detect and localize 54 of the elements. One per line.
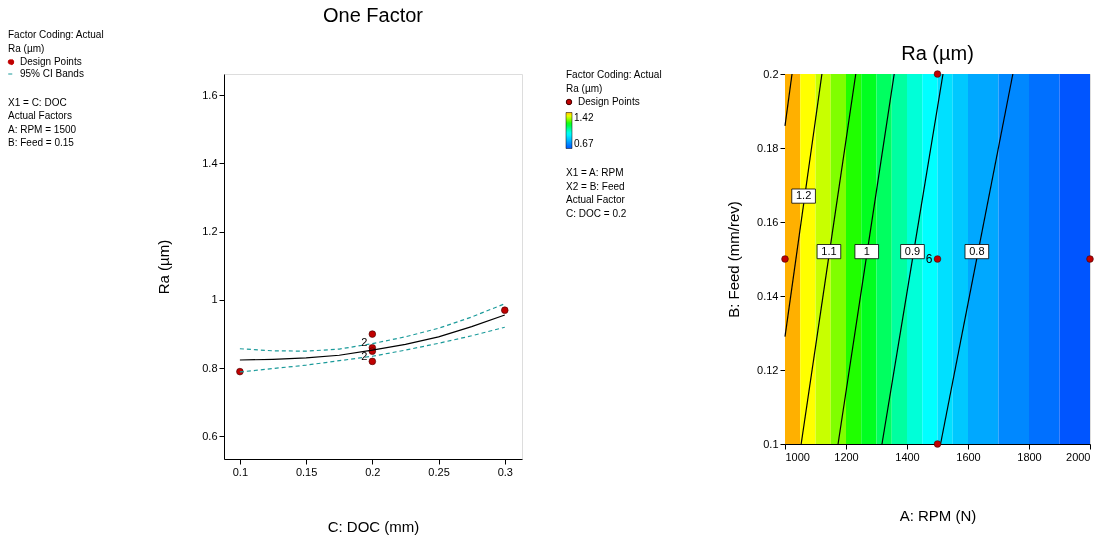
annotation: 0.8 [969,244,985,257]
text: Factor Coding: Actual [566,69,662,80]
y-tick-label: 0.1 [763,437,779,450]
annotation: 2 [361,350,368,363]
y-axis-title: Ra (µm) [155,239,173,295]
y-tick-label: 0.2 [763,67,779,80]
x-tick-label: 0.1 [232,465,249,478]
text: X1 = C: DOC [8,96,67,108]
y-tick-label: 0.12 [757,363,779,376]
y-tick-label: 1.2 [202,225,218,238]
x-tick-label: 1800 [1017,450,1042,463]
annotation: 2 [361,335,368,348]
text: Actual Factors [8,110,72,121]
x-tick-label: 0.2 [365,465,381,478]
y-tick-label: 0.16 [757,215,779,228]
x-axis-title: C: DOC (mm) [327,517,420,535]
x-tick-label: 1600 [956,450,981,463]
y-tick-label: 0.8 [202,361,218,374]
legend-label: Design Points [20,56,82,67]
text: B: Feed = 0.15 [8,137,75,148]
chart-title: Ra (µm) [901,42,974,64]
y-tick-label: 0.18 [757,141,779,154]
x-axis-title: A: RPM (N) [899,506,977,524]
y-tick-label: 1 [211,293,218,306]
text: X2 = B: Feed [566,180,625,192]
text: Actual Factor [566,194,626,205]
y-tick-label: 0.14 [757,289,779,302]
x-tick-label: 0.25 [428,465,450,478]
chart-title: One Factor [322,4,424,26]
y-tick-label: 0.6 [202,429,218,442]
x-tick-label: 0.3 [497,465,513,478]
y-tick-label: 1.6 [202,88,218,101]
annotation: 6 [925,252,933,266]
text: C: DOC = 0.2 [566,207,627,219]
y-axis-title: B: Feed (mm/rev) [725,201,743,318]
text: A: RPM = 1500 [8,123,77,135]
x-tick-label: 1200 [834,450,859,463]
text: Factor Coding: Actual [8,29,104,40]
legend-label: 95% CI Bands [20,68,84,79]
y-tick-label: 1.4 [202,156,218,169]
text: Ra (µm) [566,82,603,94]
legend-label: Design Points [578,96,640,107]
annotation: 1.1 [821,244,837,257]
annotation: 1 [863,244,870,257]
text: Ra (µm) [8,42,45,54]
annotation: 1.2 [795,189,812,202]
x-tick-label: 2000 [1066,450,1091,463]
color-bar-label: 0.67 [574,137,594,149]
annotation: 0.9 [904,244,921,257]
text: X1 = A: RPM [566,167,624,178]
color-bar-label: 1.42 [574,111,594,123]
x-tick-label: 1000 [785,450,810,463]
x-tick-label: 1400 [895,450,920,463]
x-tick-label: 0.15 [295,465,318,478]
